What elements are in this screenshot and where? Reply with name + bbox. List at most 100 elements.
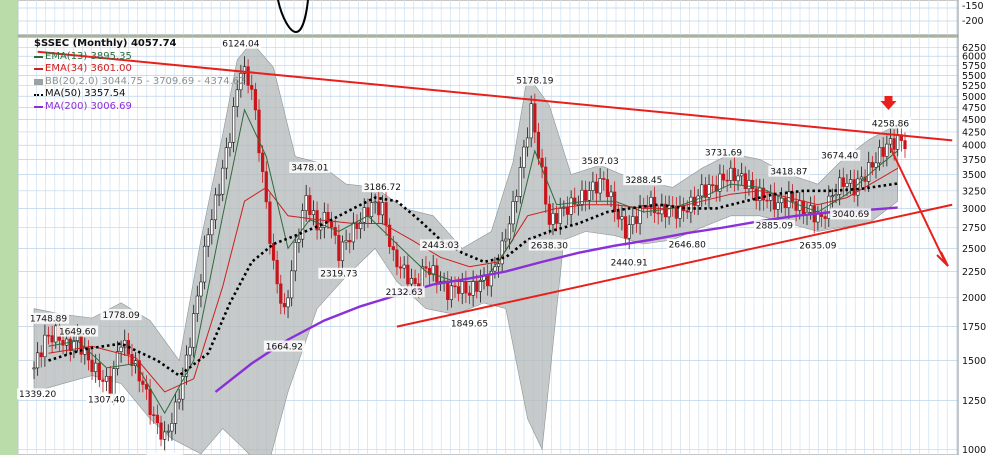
candle-body: [533, 103, 537, 133]
y-tick-label: 6000: [962, 52, 986, 63]
candle-body: [344, 240, 348, 243]
candle-body: [558, 208, 562, 224]
candle-body: [591, 181, 595, 191]
candle-body: [830, 195, 835, 198]
price-label: 2440.91: [611, 258, 648, 268]
candle-body: [206, 234, 210, 247]
candle-body: [649, 197, 653, 208]
price-label-bg: [528, 239, 570, 251]
y-tick-label: 1000: [962, 445, 986, 455]
candle-body: [112, 368, 116, 395]
legend-item-ema34: EMA(34) 3601.00: [34, 63, 246, 76]
legend-item-bb: BB(20,2.0) 3044.75 - 3709.69 - 4374.62: [34, 76, 246, 89]
candle-body: [602, 178, 606, 180]
candle-body: [351, 222, 355, 243]
candle-body: [881, 147, 885, 157]
candle-body: [518, 167, 522, 197]
price-label-bg: [797, 239, 839, 251]
candle-body: [264, 171, 268, 203]
candle-body: [275, 259, 279, 285]
candle-body: [300, 210, 305, 240]
price-label-bg: [27, 312, 70, 324]
y-tick-label: 3750: [962, 155, 986, 166]
candle-body: [522, 146, 526, 168]
candle-body: [761, 187, 766, 201]
candle-body: [631, 216, 635, 225]
candle-body: [195, 295, 199, 314]
candle-body: [68, 338, 72, 351]
candle-body: [395, 249, 399, 268]
y-tick-label: 2500: [962, 244, 986, 255]
price-label-bg: [666, 238, 708, 250]
price-label: 3587.03: [582, 157, 619, 167]
candle-body: [663, 203, 668, 218]
candle-body: [834, 194, 838, 197]
candle-body: [43, 334, 47, 358]
legend-item-ema13: EMA(13) 3895.35: [34, 51, 246, 64]
candle-body: [620, 216, 624, 220]
price-label: 2638.30: [531, 241, 568, 251]
y-axis-area: [958, 0, 1007, 455]
candle-body: [239, 73, 243, 91]
candle-body: [427, 268, 432, 275]
candle-body: [674, 205, 678, 219]
candle-body: [213, 194, 218, 221]
candle-body: [609, 191, 613, 198]
candle-body: [188, 346, 192, 356]
candle-body: [177, 398, 181, 403]
candle-body: [841, 177, 845, 187]
candle-body: [801, 200, 805, 215]
price-label-bg: [419, 239, 462, 251]
candle-body: [740, 173, 744, 177]
y-tick-label: 3250: [962, 186, 986, 197]
candle-body: [97, 362, 101, 381]
candle-body: [500, 240, 504, 265]
y-tick-label: 3500: [962, 170, 986, 181]
price-label: 6124.04: [222, 40, 259, 50]
price-label-bg: [608, 256, 650, 268]
candle-body: [337, 235, 341, 261]
candle-body: [870, 162, 874, 168]
ema34-line: [48, 167, 898, 393]
candle-body: [271, 243, 276, 261]
candle-body: [413, 278, 417, 284]
candle-body: [896, 134, 900, 150]
candle-body: [377, 201, 381, 216]
indicator-tick-label: -150: [962, 1, 984, 12]
candle-body: [457, 286, 461, 294]
candle-body: [242, 66, 247, 74]
candle-body: [616, 211, 620, 220]
trendline-lower: [396, 203, 953, 328]
candle-body: [758, 187, 762, 201]
candle-body: [816, 213, 820, 223]
candle-body: [166, 430, 170, 433]
candle-body: [424, 266, 428, 269]
price-label-bg: [819, 149, 861, 161]
candle-body: [380, 202, 385, 216]
candle-body: [210, 219, 214, 236]
projection-arrow-head: [936, 251, 949, 267]
price-label-bg: [289, 161, 331, 173]
candle-body: [420, 266, 424, 288]
candle-body: [504, 238, 508, 242]
candle-body: [703, 184, 707, 198]
candle-body: [827, 195, 831, 219]
candle-body: [36, 352, 40, 369]
price-label: 1664.92: [266, 342, 303, 352]
candle-body: [732, 167, 737, 182]
candle-body: [181, 376, 185, 400]
price-label-bg: [57, 325, 99, 337]
candle-body: [297, 238, 301, 243]
candle-body: [123, 340, 127, 348]
candle-body: [232, 106, 236, 143]
candle-body: [141, 380, 145, 385]
candle-body: [137, 360, 141, 382]
candle-body: [355, 222, 359, 229]
indicator-tick-label: -200: [962, 16, 984, 27]
candle-body: [634, 216, 639, 224]
chart-title-row: $SSEC (Monthly) 4057.74: [34, 38, 246, 51]
price-label: 2635.09: [799, 242, 836, 252]
price-label-bg: [830, 208, 872, 220]
candle-body: [656, 212, 660, 215]
candle-body: [707, 184, 711, 198]
